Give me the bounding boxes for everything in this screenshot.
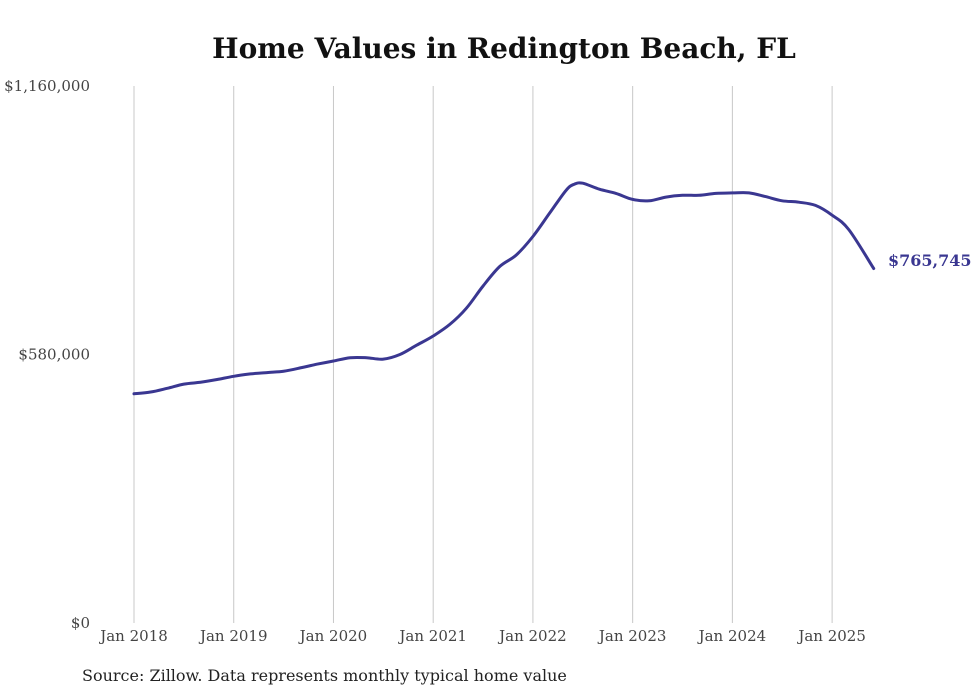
- chart-title: Home Values in Redington Beach, FL: [212, 32, 796, 65]
- x-tick-label: Jan 2024: [697, 627, 767, 645]
- x-axis-tick-labels: Jan 2018 Jan 2019 Jan 2020 Jan 2021 Jan 2022…: [98, 627, 866, 645]
- y-tick-label: $580,000: [18, 346, 90, 364]
- x-tick-label: Jan 2023: [597, 627, 667, 645]
- y-tick-label: $0: [71, 614, 90, 632]
- series-line-group: [132, 181, 876, 396]
- x-tick-label: Jan 2020: [298, 627, 368, 645]
- source-note: Source: Zillow. Data represents monthly …: [82, 666, 567, 685]
- x-tick-label: Jan 2022: [497, 627, 567, 645]
- x-tick-label: Jan 2018: [98, 627, 168, 645]
- gridlines: [133, 86, 833, 623]
- x-tick-label: Jan 2025: [796, 627, 866, 645]
- x-tick-label: Jan 2021: [397, 627, 467, 645]
- series-line: [132, 181, 876, 396]
- y-axis-tick-labels: $0 $580,000 $1,160,000: [4, 77, 90, 632]
- end-value-label: $765,745: [888, 251, 972, 270]
- y-tick-label: $1,160,000: [4, 77, 90, 95]
- x-tick-label: Jan 2019: [198, 627, 268, 645]
